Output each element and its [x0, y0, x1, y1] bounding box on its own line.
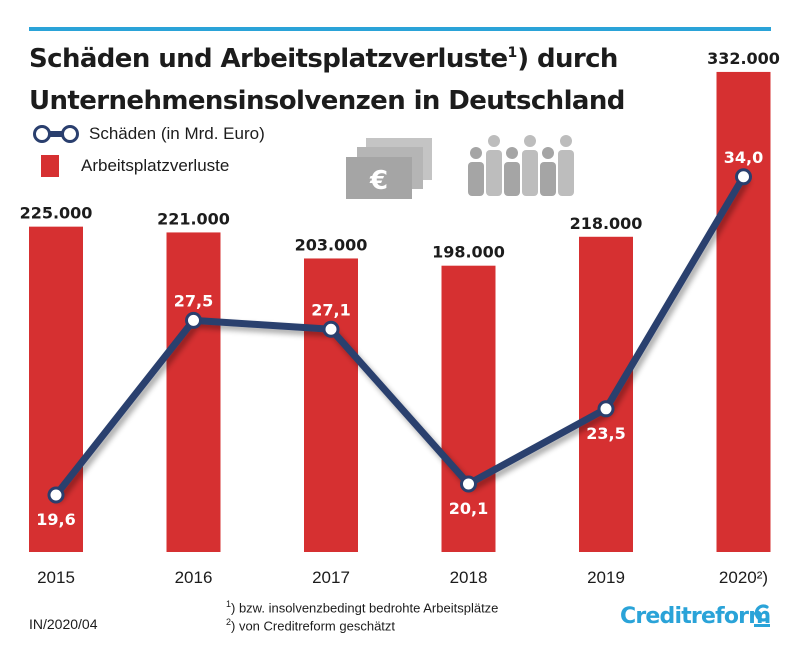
- line-point-2018: [460, 475, 477, 493]
- legend-item-schaeden: Schäden (in Mrd. Euro): [33, 123, 265, 145]
- chart-title: Schäden und Arbeitsplatzverluste1) durch…: [29, 40, 669, 120]
- creditreform-logo-mark-icon: [754, 604, 770, 627]
- bar-2017: [304, 258, 358, 552]
- title-line1: Schäden und Arbeitsplatzverluste1) durch: [29, 44, 618, 74]
- x-tick-2018: 2018: [450, 568, 488, 587]
- person-head: [506, 147, 518, 159]
- person-body: [540, 162, 556, 196]
- legend-bar-swatch: [41, 155, 59, 177]
- footnote-1: 1) bzw. insolvenzbedingt bedrohte Arbeit…: [226, 599, 499, 616]
- line-point-2017: [322, 320, 340, 338]
- bar-label-2017: 203.000: [295, 235, 368, 254]
- top-rule: [29, 27, 771, 31]
- x-axis-labels: 2015 2016 2017 2018 2019 2020²): [37, 568, 768, 587]
- person-head: [524, 135, 536, 147]
- bar-label-2016: 221.000: [157, 209, 230, 228]
- bar-2018: [441, 265, 496, 552]
- bar-2019: [579, 236, 633, 552]
- footnote-2: 2) von Creditreform geschätzt: [226, 617, 396, 634]
- x-tick-2016: 2016: [175, 568, 213, 587]
- euro-banknotes-icon: €: [346, 138, 432, 199]
- x-tick-2020: 2020²): [719, 568, 768, 587]
- bar-label-2015: 225.000: [20, 204, 93, 223]
- bar-2016: [166, 232, 221, 552]
- person-head: [470, 147, 482, 159]
- line-label-2016: 27,5: [174, 291, 213, 310]
- person-body: [504, 162, 520, 196]
- person-head: [560, 135, 572, 147]
- line-point-2015: [47, 486, 65, 504]
- line-label-2020: 34,0: [724, 148, 763, 167]
- line-series: 19,6 27,5 27,1 20,1 23,5 34,0: [36, 148, 763, 529]
- person-body: [522, 150, 538, 196]
- footer-code: IN/2020/04: [29, 616, 98, 632]
- line-point-2016: [185, 311, 202, 329]
- bar-2020: [716, 71, 771, 552]
- bar-label-2018: 198.000: [432, 243, 505, 262]
- person-body: [558, 150, 574, 196]
- schaeden-line: [52, 173, 747, 499]
- line-label-2019: 23,5: [586, 424, 625, 443]
- legend-line-marker: [33, 123, 79, 145]
- legend-item-arbeitsplatz: Arbeitsplatzverluste: [33, 155, 229, 177]
- bar-value-labels: 225.000 221.000 203.000 198.000 218.000 332.0…: [20, 49, 780, 262]
- person-body: [486, 150, 502, 196]
- person-head: [542, 147, 554, 159]
- title-line2: Unternehmensinsolvenzen in Deutschland: [29, 86, 625, 116]
- line-label-2018: 20,1: [449, 499, 488, 518]
- bar-label-2019: 218.000: [570, 214, 643, 233]
- legend-label-schaeden: Schäden (in Mrd. Euro): [89, 124, 265, 143]
- people-group-icon: [468, 135, 574, 196]
- legend-label-arbeitsplatz: Arbeitsplatzverluste: [81, 156, 230, 175]
- person-body: [468, 162, 484, 196]
- x-tick-2017: 2017: [312, 568, 350, 587]
- euro-symbol: €: [369, 166, 388, 196]
- creditreform-logo: Creditreform: [620, 604, 771, 629]
- bar-series: [29, 71, 771, 552]
- x-tick-2015: 2015: [37, 568, 75, 587]
- line-label-2017: 27,1: [311, 300, 350, 319]
- person-head: [488, 135, 500, 147]
- bar-label-2020: 332.000: [707, 49, 780, 68]
- line-label-2015: 19,6: [36, 510, 75, 529]
- x-tick-2019: 2019: [587, 568, 625, 587]
- line-point-2020: [735, 168, 752, 186]
- line-point-2019: [597, 400, 615, 418]
